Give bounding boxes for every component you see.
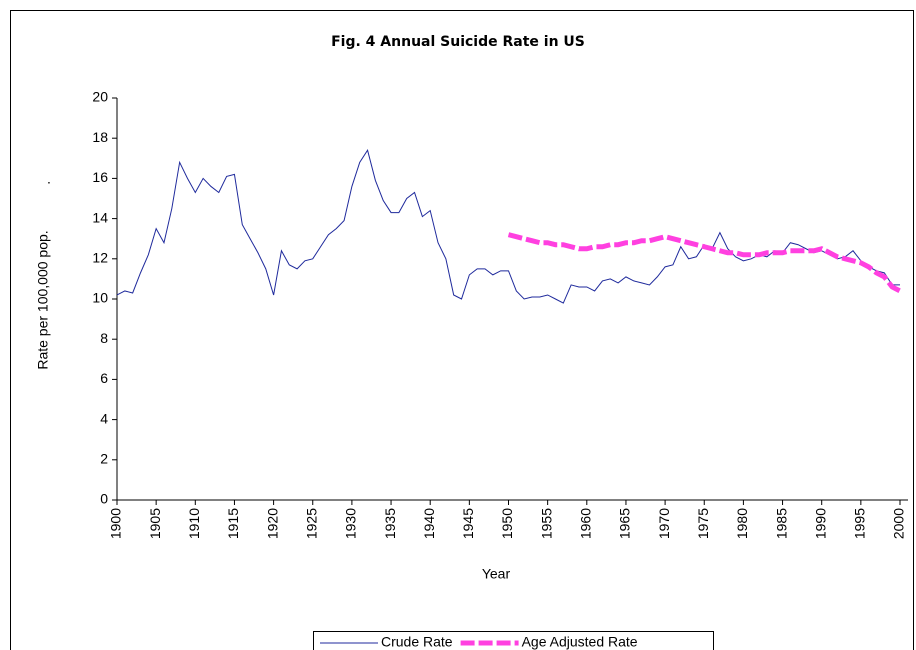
x-tick-label: 1960 bbox=[578, 508, 594, 539]
y-tick-label: 10 bbox=[92, 290, 108, 306]
legend-label: Crude Rate bbox=[381, 634, 453, 650]
y-tick-label: 0 bbox=[100, 491, 108, 507]
x-tick-label: 2000 bbox=[891, 508, 907, 539]
y-tick-label: 14 bbox=[92, 209, 108, 225]
x-tick-label: 1955 bbox=[538, 508, 554, 539]
x-tick-label: 1965 bbox=[617, 508, 633, 539]
y-tick-label: 8 bbox=[100, 330, 108, 346]
annotation: . bbox=[47, 171, 51, 187]
x-tick-label: 1990 bbox=[812, 508, 828, 539]
x-tick-label: 1910 bbox=[186, 508, 202, 539]
x-tick-label: 1970 bbox=[656, 508, 672, 539]
chart-frame bbox=[10, 10, 914, 650]
x-tick-label: 1950 bbox=[499, 508, 515, 539]
x-tick-label: 1980 bbox=[734, 508, 750, 539]
x-tick-label: 1930 bbox=[343, 508, 359, 539]
chart-title: Fig. 4 Annual Suicide Rate in US bbox=[331, 34, 585, 50]
x-tick-label: 1975 bbox=[695, 508, 711, 539]
x-tick-label: 1925 bbox=[303, 508, 319, 539]
x-tick-label: 1940 bbox=[421, 508, 437, 539]
x-axis-label: Year bbox=[482, 566, 511, 582]
y-tick-label: 6 bbox=[100, 370, 108, 386]
x-tick-label: 1900 bbox=[108, 508, 124, 539]
x-tick-label: 1905 bbox=[147, 508, 163, 539]
y-tick-label: 4 bbox=[100, 410, 108, 426]
legend-label: Age Adjusted Rate bbox=[522, 634, 638, 650]
y-tick-label: 2 bbox=[100, 451, 108, 467]
line-series bbox=[116, 149, 900, 304]
x-tick-label: 1995 bbox=[852, 508, 868, 539]
y-tick-label: 16 bbox=[92, 169, 108, 185]
y-tick-label: 12 bbox=[92, 250, 108, 266]
y-tick-label: 18 bbox=[92, 129, 108, 145]
x-tick-label: 1935 bbox=[382, 508, 398, 539]
x-tick-label: 1915 bbox=[225, 508, 241, 539]
y-axis-label: Rate per 100,000 pop. bbox=[35, 230, 51, 369]
y-tick-label: 20 bbox=[92, 89, 108, 105]
x-tick-label: 1920 bbox=[264, 508, 280, 539]
x-tick-label: 1985 bbox=[773, 508, 789, 539]
x-tick-label: 1945 bbox=[460, 508, 476, 539]
legend-box bbox=[313, 631, 714, 650]
line-series bbox=[507, 232, 902, 294]
